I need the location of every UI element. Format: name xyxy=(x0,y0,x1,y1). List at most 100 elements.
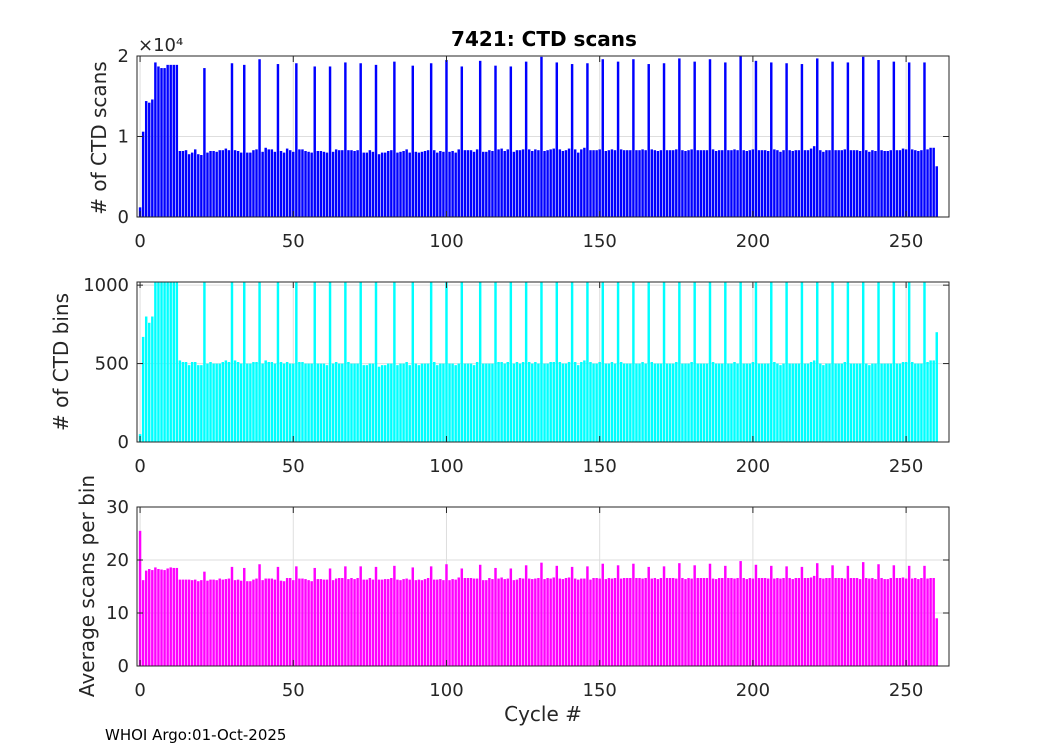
bar xyxy=(785,63,788,217)
bar xyxy=(197,581,200,666)
bar xyxy=(843,362,847,442)
bar xyxy=(558,362,562,442)
bar xyxy=(788,150,791,217)
bar xyxy=(252,150,255,217)
bar xyxy=(249,152,252,217)
bar xyxy=(402,579,405,666)
bar xyxy=(834,363,837,442)
bar xyxy=(387,363,390,442)
bar xyxy=(604,579,608,666)
bar xyxy=(616,61,620,217)
bar xyxy=(907,282,911,442)
bar xyxy=(203,68,206,217)
bar xyxy=(371,579,375,666)
bar xyxy=(880,363,883,442)
bar xyxy=(766,363,770,442)
bar xyxy=(837,578,840,666)
bar xyxy=(693,565,696,666)
bar xyxy=(598,578,601,666)
bar xyxy=(616,282,620,442)
bar xyxy=(356,578,359,666)
bar xyxy=(411,65,414,217)
bar xyxy=(411,567,414,666)
bar xyxy=(917,579,920,666)
bar xyxy=(414,151,418,217)
bar xyxy=(273,151,277,217)
bar xyxy=(380,365,384,442)
x-tick-label: 0 xyxy=(134,680,145,701)
bar xyxy=(255,149,258,217)
bar xyxy=(920,363,923,442)
bar xyxy=(466,150,470,217)
bar xyxy=(717,363,721,442)
bar xyxy=(429,282,433,442)
panel-avg-scans-per-bin: 0 50 100 150 200 250 0 10 20 30 xyxy=(106,497,950,701)
bar xyxy=(377,154,381,217)
bar xyxy=(362,365,365,442)
bar xyxy=(831,565,834,666)
bar xyxy=(656,150,660,217)
bar xyxy=(448,363,451,442)
bar xyxy=(230,282,234,442)
bar xyxy=(144,316,148,442)
bar xyxy=(901,577,905,666)
bar xyxy=(570,64,574,217)
bar xyxy=(794,578,798,666)
bar xyxy=(751,578,755,666)
bar xyxy=(754,282,758,442)
bar xyxy=(861,562,865,666)
bar xyxy=(877,564,880,666)
bar xyxy=(380,579,384,666)
bar xyxy=(374,566,378,666)
bar xyxy=(218,363,221,442)
bar xyxy=(531,150,534,217)
bar xyxy=(748,150,752,217)
bar xyxy=(852,363,856,442)
bar xyxy=(261,580,264,666)
bar xyxy=(197,365,200,442)
bar xyxy=(889,150,893,217)
bar xyxy=(865,363,868,442)
bar xyxy=(178,360,182,442)
bar xyxy=(914,578,917,666)
bar xyxy=(295,282,298,442)
bar xyxy=(583,360,586,442)
bar xyxy=(561,150,565,217)
bar xyxy=(524,282,528,442)
bar xyxy=(374,64,378,217)
bar xyxy=(727,578,730,666)
bar xyxy=(748,363,752,442)
bar xyxy=(396,365,399,442)
bar xyxy=(693,61,696,217)
bar xyxy=(491,150,494,217)
bar xyxy=(659,150,663,217)
bar xyxy=(457,149,460,217)
bar xyxy=(659,363,663,442)
bar xyxy=(684,363,687,442)
bar xyxy=(819,363,822,442)
bar xyxy=(837,363,840,442)
bar xyxy=(193,149,197,217)
bar xyxy=(622,578,626,666)
bar xyxy=(675,362,678,442)
bar xyxy=(515,579,519,666)
bar xyxy=(319,363,323,442)
bar xyxy=(690,362,693,442)
bar xyxy=(521,149,525,217)
bar xyxy=(570,566,574,666)
bar xyxy=(246,363,249,442)
bar xyxy=(218,578,221,666)
bar xyxy=(334,578,338,666)
bar xyxy=(684,150,687,217)
bar xyxy=(619,362,623,442)
bar xyxy=(500,577,503,666)
bar xyxy=(417,365,421,442)
bar xyxy=(482,151,485,217)
bar xyxy=(457,577,460,666)
bar xyxy=(301,149,304,217)
bar xyxy=(365,365,369,442)
bar xyxy=(656,579,660,666)
bar xyxy=(751,149,755,217)
bar xyxy=(665,150,669,217)
bar xyxy=(601,282,604,442)
